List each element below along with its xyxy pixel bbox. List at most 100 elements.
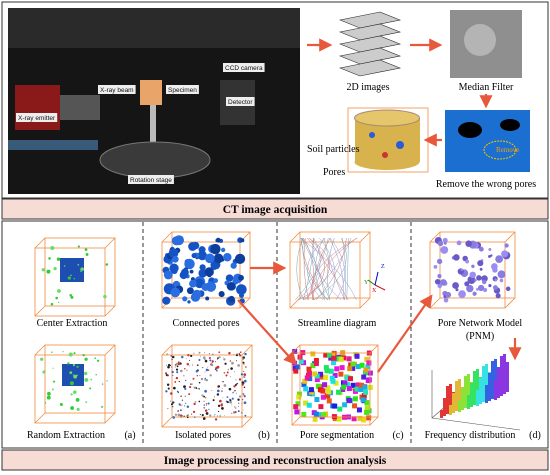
segment [326, 389, 332, 395]
cube-edge [104, 305, 116, 317]
pore [178, 403, 181, 406]
dividers [142, 222, 412, 446]
pore [229, 376, 232, 378]
pore [238, 405, 239, 407]
pore [52, 380, 56, 383]
pore [240, 373, 243, 376]
label-box [98, 85, 136, 94]
hist-bar [470, 383, 473, 407]
pore [177, 411, 179, 413]
segment [331, 355, 337, 361]
pore [200, 377, 204, 381]
pore [179, 369, 183, 373]
pore [75, 397, 80, 402]
axis [367, 279, 376, 286]
pore [213, 278, 219, 283]
pore [209, 359, 212, 362]
pore [77, 245, 80, 248]
segment [352, 396, 358, 402]
pore [455, 288, 459, 292]
pore [165, 390, 168, 393]
pore [171, 366, 173, 368]
pore [162, 296, 171, 305]
pore [215, 366, 218, 370]
pore [218, 351, 221, 354]
pore [243, 386, 246, 388]
pore [229, 399, 232, 402]
pore [235, 392, 238, 394]
cube-edge [299, 344, 379, 418]
cube-edge [34, 344, 46, 356]
pore [238, 395, 242, 398]
segment [314, 397, 320, 403]
pore [199, 414, 201, 416]
streamline [312, 237, 357, 301]
pore [203, 400, 205, 402]
segment [298, 359, 304, 365]
pore [176, 365, 179, 368]
pore [177, 362, 181, 366]
segment [313, 358, 319, 364]
pore [186, 415, 188, 417]
pore [221, 387, 223, 389]
cube-edge [359, 231, 371, 243]
pore [440, 246, 449, 254]
pore [52, 367, 54, 369]
segment [361, 393, 367, 399]
segment [341, 355, 347, 361]
pore [482, 287, 488, 293]
pore [228, 351, 231, 355]
segment [302, 378, 308, 384]
segment [363, 367, 369, 373]
pore [80, 270, 82, 273]
pore [488, 248, 492, 252]
pore [56, 257, 61, 261]
pore [211, 353, 214, 356]
segment [316, 412, 322, 418]
pore [495, 255, 504, 264]
cube-edge [429, 297, 441, 309]
streamline [298, 237, 330, 301]
photo-label: X-ray beam [100, 87, 134, 94]
segment [364, 409, 370, 415]
pore [76, 407, 80, 411]
segment [346, 397, 352, 403]
streamline [313, 237, 347, 301]
pore [481, 275, 488, 282]
pore [244, 352, 247, 356]
streamline [315, 237, 347, 301]
cube-edge [291, 416, 301, 426]
pore [186, 405, 190, 408]
cube-edge [299, 231, 371, 299]
segment [323, 375, 329, 381]
pore [175, 363, 178, 366]
pore [184, 379, 187, 382]
pore [194, 386, 197, 389]
cube-edge [429, 231, 441, 243]
pore [205, 296, 210, 301]
pore [465, 240, 472, 247]
filter-label: Median Filter [459, 82, 514, 93]
arrow [237, 299, 297, 366]
pore [456, 240, 462, 246]
pore [183, 367, 186, 370]
pore [183, 385, 186, 389]
tag: (b) [258, 430, 270, 441]
pore [204, 267, 214, 277]
pore [170, 403, 174, 406]
cube-edge [241, 344, 253, 356]
pore [490, 254, 493, 257]
segment [342, 380, 348, 386]
streamline [303, 237, 314, 301]
segment [361, 417, 367, 423]
pore [96, 359, 100, 362]
pore [170, 400, 172, 402]
pore [163, 270, 173, 280]
cube-edge [289, 241, 361, 309]
cube-edge [241, 416, 253, 428]
pore [188, 393, 191, 396]
pore [207, 402, 210, 405]
pore [176, 362, 178, 364]
pore [433, 264, 438, 269]
pore [73, 374, 78, 379]
